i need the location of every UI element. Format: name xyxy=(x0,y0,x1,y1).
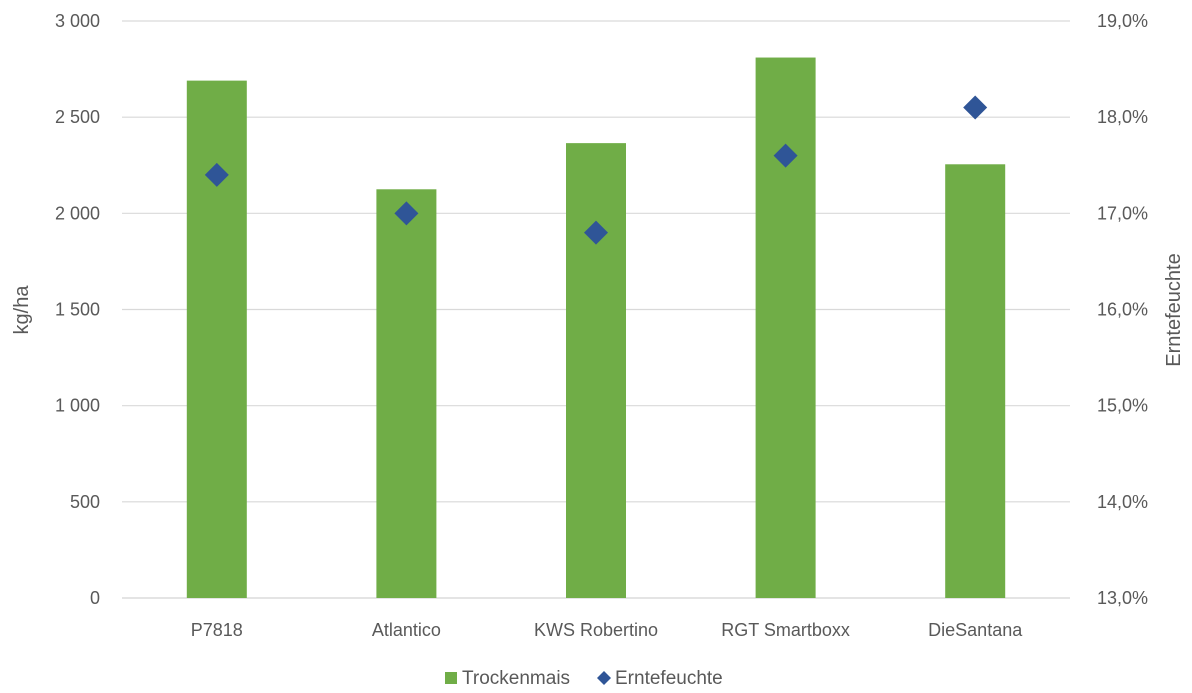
marker-point-0 xyxy=(204,162,229,187)
x-tick-label-3: RGT Smartboxx xyxy=(721,620,850,640)
x-axis-ticks: P7818 Atlantico KWS Robertino RGT Smartboxx… xyxy=(191,620,1023,640)
y-tick-label-3: 1 500 xyxy=(55,300,100,320)
y2-tick-label-3: 16,0% xyxy=(1097,300,1148,320)
left-axis-ticks: 0 500 1 000 1 500 2 000 2 500 3 000 xyxy=(55,11,100,608)
marker-point-1 xyxy=(394,201,419,226)
marker-series-erntefeuchte xyxy=(204,95,988,245)
bar-series-trockenmais xyxy=(186,57,1006,599)
bar-1 xyxy=(376,189,437,598)
y-tick-label-6: 3 000 xyxy=(55,11,100,31)
marker-point-4 xyxy=(963,95,988,120)
y2-tick-label-5: 18,0% xyxy=(1097,107,1148,127)
legend: Trockenmais Erntefeuchte xyxy=(445,668,723,689)
right-axis-title: Erntefeuchte xyxy=(1163,253,1185,366)
bar-0 xyxy=(186,80,247,598)
bar-3 xyxy=(755,57,816,598)
y-tick-label-0: 0 xyxy=(90,588,100,608)
y2-tick-label-1: 14,0% xyxy=(1097,492,1148,512)
y2-tick-label-6: 19,0% xyxy=(1097,11,1148,31)
x-tick-label-1: Atlantico xyxy=(372,620,441,640)
x-tick-label-2: KWS Robertino xyxy=(534,620,658,640)
bar-4 xyxy=(945,164,1006,598)
y-tick-label-5: 2 500 xyxy=(55,107,100,127)
y-tick-label-1: 500 xyxy=(70,492,100,512)
legend-swatch-trockenmais xyxy=(445,672,457,684)
marker-point-2 xyxy=(584,220,608,245)
x-tick-label-4: DieSantana xyxy=(928,620,1023,640)
right-axis-ticks: 13,0% 14,0% 15,0% 16,0% 17,0% 18,0% 19,0% xyxy=(1097,11,1148,608)
legend-marker-erntefeuchte xyxy=(597,671,611,685)
bar-2 xyxy=(566,143,626,599)
x-tick-label-0: P7818 xyxy=(191,620,243,640)
legend-label-trockenmais: Trockenmais xyxy=(462,668,570,689)
y2-tick-label-0: 13,0% xyxy=(1097,588,1148,608)
y2-tick-label-2: 15,0% xyxy=(1097,396,1148,416)
y-tick-label-2: 1 000 xyxy=(55,396,100,416)
y-tick-label-4: 2 000 xyxy=(55,203,100,223)
legend-label-erntefeuchte: Erntefeuchte xyxy=(615,668,723,689)
y2-tick-label-4: 17,0% xyxy=(1097,203,1148,223)
marker-point-3 xyxy=(773,143,798,168)
left-axis-title: kg/ha xyxy=(11,285,33,335)
